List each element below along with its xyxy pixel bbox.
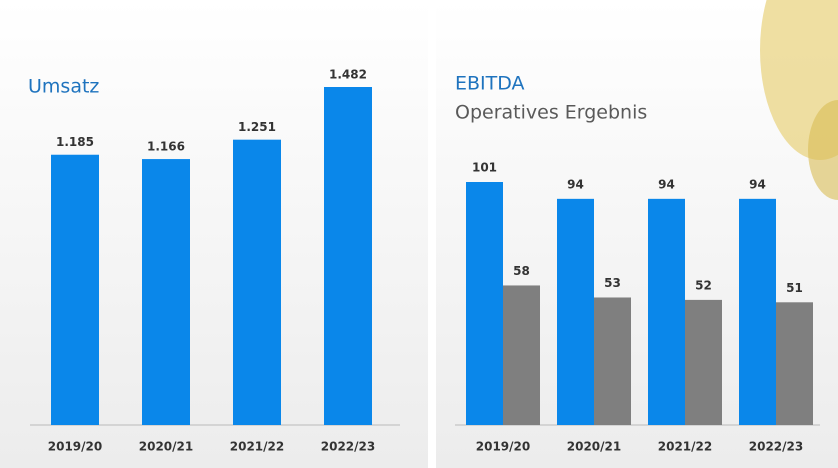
bar [324, 87, 372, 425]
value-label: 94 [749, 177, 766, 191]
bar [594, 297, 631, 425]
x-tick-label: 2020/21 [567, 440, 621, 454]
value-label: 1.482 [329, 68, 367, 82]
x-tick-label: 2022/23 [749, 440, 803, 454]
x-tick-label: 2021/22 [658, 440, 712, 454]
x-tick-label: 2019/20 [48, 440, 102, 454]
bar [233, 139, 281, 425]
bar [557, 198, 594, 425]
value-label: 1.166 [147, 140, 185, 154]
bar [142, 159, 190, 425]
value-label: 94 [658, 177, 675, 191]
bar [776, 302, 813, 425]
legend-title: EBITDA [455, 73, 525, 95]
chart-title: Umsatz [28, 76, 99, 98]
bar [503, 285, 540, 425]
legend-subtitle: Operatives Ergebnis [455, 102, 647, 124]
bar [51, 154, 99, 425]
bar [685, 299, 722, 425]
bar [466, 182, 503, 425]
value-label: 94 [567, 177, 584, 191]
value-label: 52 [695, 278, 712, 292]
x-tick-label: 2022/23 [321, 440, 375, 454]
value-label: 58 [513, 264, 530, 278]
value-label: 1.251 [238, 120, 276, 134]
x-tick-label: 2021/22 [230, 440, 284, 454]
x-tick-label: 2019/20 [476, 440, 530, 454]
value-label: 101 [472, 161, 497, 175]
x-tick-label: 2020/21 [139, 440, 193, 454]
value-label: 1.185 [56, 135, 94, 149]
bar [739, 198, 776, 425]
decoration [808, 100, 838, 200]
value-label: 51 [786, 281, 803, 295]
value-label: 53 [604, 276, 621, 290]
bar [648, 198, 685, 425]
